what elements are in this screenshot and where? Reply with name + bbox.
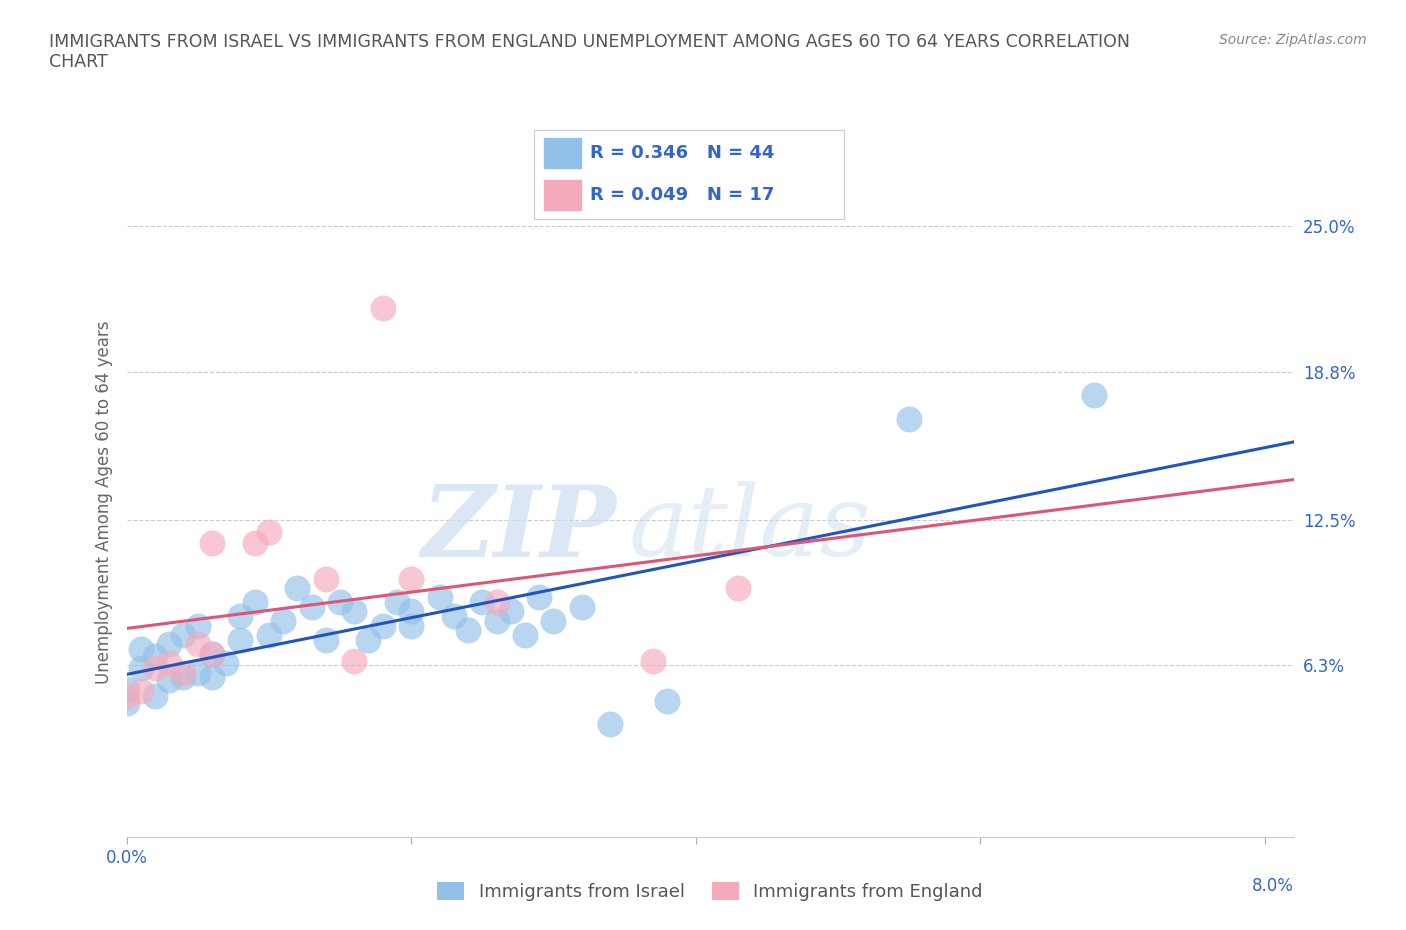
Point bbox=[399, 571, 422, 586]
Point bbox=[543, 614, 565, 629]
Point bbox=[187, 618, 209, 633]
Point bbox=[399, 604, 422, 618]
Point bbox=[371, 618, 394, 633]
Point bbox=[513, 628, 536, 643]
Point bbox=[643, 654, 665, 669]
Point bbox=[172, 665, 194, 680]
Point bbox=[499, 604, 522, 618]
Point bbox=[315, 632, 337, 647]
Point bbox=[229, 609, 252, 624]
Point bbox=[143, 688, 166, 703]
Point bbox=[157, 672, 180, 687]
Text: R = 0.346   N = 44: R = 0.346 N = 44 bbox=[591, 144, 775, 162]
Point bbox=[399, 618, 422, 633]
Point bbox=[485, 614, 508, 629]
Point bbox=[129, 660, 152, 675]
Point bbox=[187, 665, 209, 680]
Point bbox=[315, 571, 337, 586]
Point bbox=[329, 594, 352, 609]
Point bbox=[571, 599, 593, 614]
Point bbox=[443, 609, 465, 624]
Legend: Immigrants from Israel, Immigrants from England: Immigrants from Israel, Immigrants from … bbox=[430, 874, 990, 909]
Point bbox=[301, 599, 323, 614]
Point bbox=[115, 688, 138, 703]
Bar bbox=[544, 139, 581, 168]
Point bbox=[599, 717, 621, 732]
Text: ZIP: ZIP bbox=[422, 481, 617, 578]
Point bbox=[1083, 388, 1105, 403]
Text: Source: ZipAtlas.com: Source: ZipAtlas.com bbox=[1219, 33, 1367, 46]
Point bbox=[201, 646, 224, 661]
Point bbox=[143, 648, 166, 663]
Point bbox=[471, 594, 494, 609]
Point bbox=[115, 682, 138, 697]
Y-axis label: Unemployment Among Ages 60 to 64 years: Unemployment Among Ages 60 to 64 years bbox=[94, 321, 112, 684]
Point bbox=[115, 696, 138, 711]
Point bbox=[429, 590, 451, 604]
Point bbox=[271, 614, 294, 629]
Text: atlas: atlas bbox=[628, 482, 872, 577]
Text: 8.0%: 8.0% bbox=[1251, 877, 1294, 896]
Point bbox=[243, 536, 266, 551]
Point bbox=[129, 684, 152, 698]
Point bbox=[201, 670, 224, 684]
Point bbox=[385, 594, 408, 609]
Point bbox=[215, 656, 238, 671]
Point bbox=[343, 604, 366, 618]
Point bbox=[357, 632, 380, 647]
Text: IMMIGRANTS FROM ISRAEL VS IMMIGRANTS FROM ENGLAND UNEMPLOYMENT AMONG AGES 60 TO : IMMIGRANTS FROM ISRAEL VS IMMIGRANTS FRO… bbox=[49, 33, 1130, 72]
Point bbox=[187, 637, 209, 652]
Point bbox=[201, 646, 224, 661]
Point bbox=[229, 632, 252, 647]
Point bbox=[157, 637, 180, 652]
Point bbox=[157, 656, 180, 671]
Bar bbox=[544, 179, 581, 210]
Point bbox=[143, 660, 166, 675]
Point bbox=[657, 693, 679, 708]
Point bbox=[343, 654, 366, 669]
Point bbox=[485, 594, 508, 609]
Point bbox=[371, 301, 394, 316]
Point bbox=[243, 594, 266, 609]
Point bbox=[529, 590, 551, 604]
Point bbox=[129, 642, 152, 657]
Point bbox=[257, 628, 280, 643]
Point bbox=[727, 580, 749, 595]
Point bbox=[457, 623, 479, 638]
Point bbox=[898, 411, 921, 426]
Point bbox=[285, 580, 308, 595]
Point bbox=[257, 525, 280, 539]
Point bbox=[201, 536, 224, 551]
Text: R = 0.049   N = 17: R = 0.049 N = 17 bbox=[591, 186, 775, 204]
Point bbox=[172, 628, 194, 643]
Point bbox=[172, 670, 194, 684]
